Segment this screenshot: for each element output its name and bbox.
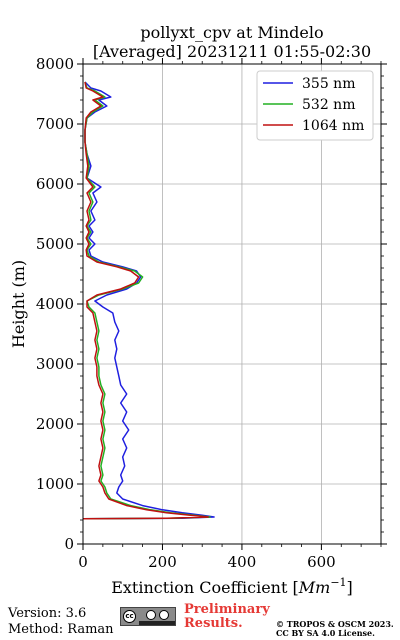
y-axis-label: Height (m) [9,260,28,348]
chart-title-line1: pollyxt_cpv at Mindelo [140,23,323,42]
copyright-line1: © TROPOS & OSCM 2023. [276,619,394,629]
y-tick-label: 5000 [36,235,74,253]
legend-label-355: 355 nm [302,76,355,92]
x-tick-label: 600 [307,553,336,571]
chart-title-line2: [Averaged] 20231211 01:55-02:30 [93,42,371,61]
y-tick-label: 3000 [36,355,74,373]
y-tick-label: 8000 [36,55,74,73]
x-tick-label: 400 [228,553,257,571]
preliminary-notice: Preliminary Results. [184,603,270,631]
y-tick-label: 4000 [36,295,74,313]
license-bar [139,621,175,625]
preliminary-line1: Preliminary [184,602,270,617]
extinction-chart: pollyxt_cpv at Mindelo [Averaged] 202312… [9,23,387,597]
by-circle-icon [146,610,156,620]
preliminary-line2: Results. [184,616,243,631]
x-axis-label: Extinction Coefficient [Mm−1] [111,576,353,597]
y-tick-label: 2000 [36,415,74,433]
series-layer [82,81,215,520]
y-tick-label: 1000 [36,475,74,493]
copyright-line2: CC BY SA 4.0 License. [276,628,375,638]
sa-circle-icon [159,610,169,620]
copyright-notice: © TROPOS & OSCM 2023. CC BY SA 4.0 Licen… [276,620,394,638]
version-label: Version: 3.6 [8,606,87,621]
series-line-355-nm [82,81,215,520]
axis-ticks: 0 200 400 600010002000300040005000600070008… [36,55,387,571]
legend-box [256,70,374,141]
y-tick-label: 6000 [36,175,74,193]
y-tick-label: 7000 [36,115,74,133]
series-line-1064-nm [82,81,209,520]
cc-circle-icon: cc [123,610,136,623]
legend-label-532: 532 nm [302,97,355,113]
method-label: Method: Raman [8,622,114,637]
x-tick-label: 0 [78,553,88,571]
legend-label-1064: 1064 nm [302,118,364,134]
y-tick-label: 0 [64,535,74,553]
version-info: Version: 3.6 Method: Raman [8,606,114,638]
x-tick-label: 200 [148,553,177,571]
cc-by-sa-icon: cc [120,607,176,626]
legend: 355 nm 532 nm 1064 nm [256,70,374,141]
